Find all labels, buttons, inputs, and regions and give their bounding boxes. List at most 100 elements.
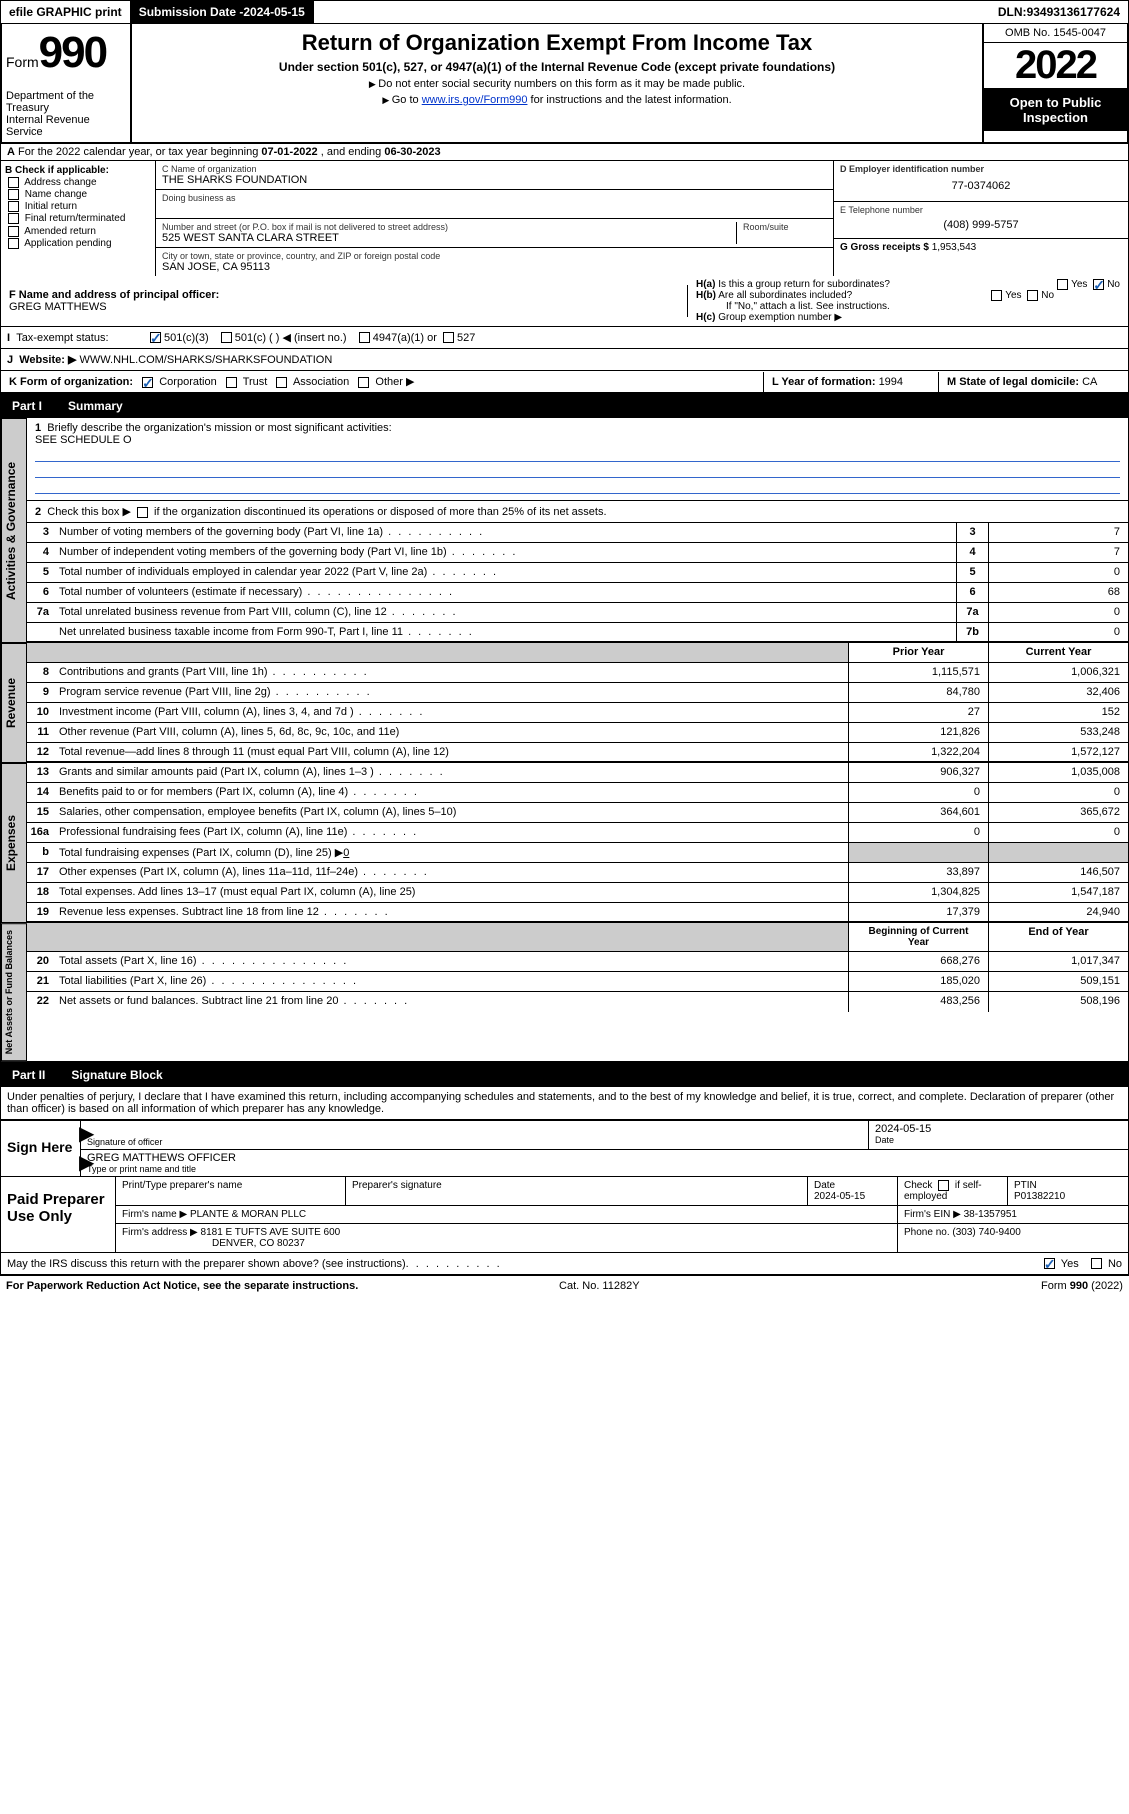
line-11: 11 Other revenue (Part VIII, column (A),… bbox=[27, 723, 1128, 743]
line-7b: Net unrelated business taxable income fr… bbox=[27, 623, 1128, 643]
check-501c[interactable] bbox=[221, 332, 232, 343]
form-subtitle: Under section 501(c), 527, or 4947(a)(1)… bbox=[142, 60, 972, 74]
form-note-1: Do not enter social security numbers on … bbox=[142, 78, 972, 90]
sign-here-block: Sign Here ▶ Signature of officer 2024-05… bbox=[0, 1119, 1129, 1253]
officer-name-label: Type or print name and title bbox=[87, 1164, 1122, 1174]
footer-right: Form 990 (2022) bbox=[1041, 1280, 1123, 1292]
row-a-taxyear: A For the 2022 calendar year, or tax yea… bbox=[0, 144, 1129, 161]
firm-name: PLANTE & MORAN PLLC bbox=[190, 1209, 306, 1220]
city-label: City or town, state or province, country… bbox=[162, 251, 827, 261]
line-2: 2 Check this box ▶ if the organization d… bbox=[27, 501, 1128, 523]
box-b-label: B Check if applicable: bbox=[5, 165, 151, 176]
gross-receipts-value: 1,953,543 bbox=[932, 242, 977, 253]
line-6: 6 Total number of volunteers (estimate i… bbox=[27, 583, 1128, 603]
part-ii-header: Part II Signature Block bbox=[0, 1063, 1129, 1087]
department-label: Department of the Treasury Internal Reve… bbox=[6, 90, 126, 138]
city-value: SAN JOSE, CA 95113 bbox=[162, 261, 827, 273]
revenue-header: Prior Year Current Year bbox=[27, 643, 1128, 663]
room-label: Room/suite bbox=[743, 222, 827, 232]
dln-cell: DLN: 93493136177624 bbox=[990, 1, 1128, 23]
check-address-change[interactable]: Address change bbox=[5, 177, 151, 188]
line-20: 20 Total assets (Part X, line 16) 668,27… bbox=[27, 952, 1128, 972]
box-c: C Name of organization THE SHARKS FOUNDA… bbox=[156, 161, 833, 276]
firm-address-1: 8181 E TUFTS AVE SUITE 600 bbox=[201, 1227, 341, 1238]
line-5: 5 Total number of individuals employed i… bbox=[27, 563, 1128, 583]
sign-here-label: Sign Here bbox=[1, 1121, 81, 1176]
header-mid: Return of Organization Exempt From Incom… bbox=[132, 24, 982, 142]
vtab-revenue: Revenue bbox=[1, 643, 27, 763]
arrow-icon: ▶ bbox=[79, 1150, 94, 1175]
line-21: 21 Total liabilities (Part X, line 26) 1… bbox=[27, 972, 1128, 992]
line-16a: 16a Professional fundraising fees (Part … bbox=[27, 823, 1128, 843]
line-12: 12 Total revenue—add lines 8 through 11 … bbox=[27, 743, 1128, 763]
line-1: 1 Briefly describe the organization's mi… bbox=[27, 418, 1128, 501]
firm-ein: 38-1357951 bbox=[964, 1209, 1017, 1220]
check-amended-return[interactable]: Amended return bbox=[5, 226, 151, 237]
line-3: 3 Number of voting members of the govern… bbox=[27, 523, 1128, 543]
check-4947[interactable] bbox=[359, 332, 370, 343]
row-klm: K Form of organization: Corporation Trus… bbox=[0, 371, 1129, 394]
org-name: THE SHARKS FOUNDATION bbox=[162, 174, 827, 186]
line-15: 15 Salaries, other compensation, employe… bbox=[27, 803, 1128, 823]
identity-block: B Check if applicable: Address change Na… bbox=[0, 161, 1129, 276]
signature-label: Signature of officer bbox=[87, 1137, 862, 1147]
row-fh: F Name and address of principal officer:… bbox=[0, 276, 1129, 327]
footer-cat: Cat. No. 11282Y bbox=[559, 1280, 640, 1292]
section-net-assets: Net Assets or Fund Balances Beginning of… bbox=[0, 923, 1129, 1063]
sign-date: 2024-05-15 bbox=[875, 1123, 1122, 1135]
check-527[interactable] bbox=[443, 332, 454, 343]
officer-label: F Name and address of principal officer: bbox=[9, 289, 679, 301]
header-left: Form990 Department of the Treasury Inter… bbox=[2, 24, 132, 142]
tax-year: 2022 bbox=[984, 43, 1127, 89]
ptin-value: P01382210 bbox=[1014, 1191, 1122, 1202]
h-c: H(c) Group exemption number ▶ bbox=[696, 312, 1120, 323]
row-i: I Tax-exempt status: 501(c)(3) 501(c) ( … bbox=[0, 327, 1129, 349]
box-b: B Check if applicable: Address change Na… bbox=[1, 161, 156, 276]
prep-date: 2024-05-15 bbox=[814, 1191, 891, 1202]
penalties-text: Under penalties of perjury, I declare th… bbox=[0, 1087, 1129, 1119]
form-note-2: Go to www.irs.gov/Form990 for instructio… bbox=[142, 94, 972, 106]
vtab-expenses: Expenses bbox=[1, 763, 27, 923]
part-i-header: Part I Summary bbox=[0, 394, 1129, 418]
line-22: 22 Net assets or fund balances. Subtract… bbox=[27, 992, 1128, 1012]
check-corporation[interactable] bbox=[142, 377, 153, 388]
paid-preparer-block: Paid Preparer Use Only Print/Type prepar… bbox=[1, 1177, 1128, 1252]
ptin-label: PTIN bbox=[1014, 1180, 1122, 1191]
check-discontinued[interactable] bbox=[137, 507, 148, 518]
h-note: If "No," attach a list. See instructions… bbox=[696, 301, 1120, 312]
year-formation: 1994 bbox=[879, 376, 903, 388]
line-14: 14 Benefits paid to or for members (Part… bbox=[27, 783, 1128, 803]
check-other[interactable] bbox=[358, 377, 369, 388]
firm-address-2: DENVER, CO 80237 bbox=[212, 1238, 305, 1249]
check-501c3[interactable] bbox=[150, 332, 161, 343]
dba-label: Doing business as bbox=[162, 193, 827, 203]
check-self-employed[interactable] bbox=[938, 1180, 949, 1191]
form-header: Form990 Department of the Treasury Inter… bbox=[0, 24, 1129, 144]
section-expenses: Expenses 13 Grants and similar amounts p… bbox=[0, 763, 1129, 923]
form-number: Form990 bbox=[6, 28, 126, 78]
submission-date-cell: Submission Date - 2024-05-15 bbox=[131, 1, 314, 23]
state-domicile: CA bbox=[1082, 376, 1097, 388]
line-4: 4 Number of independent voting members o… bbox=[27, 543, 1128, 563]
h-b: H(b) Are all subordinates included? Yes … bbox=[696, 290, 1120, 301]
officer-signed-name: GREG MATTHEWS OFFICER bbox=[87, 1152, 1122, 1164]
check-initial-return[interactable]: Initial return bbox=[5, 201, 151, 212]
check-application-pending[interactable]: Application pending bbox=[5, 238, 151, 249]
check-final-return[interactable]: Final return/terminated bbox=[5, 213, 151, 224]
header-right: OMB No. 1545-0047 2022 Open to Public In… bbox=[982, 24, 1127, 142]
footer-left: For Paperwork Reduction Act Notice, see … bbox=[6, 1280, 358, 1292]
check-discuss-no[interactable] bbox=[1091, 1258, 1102, 1269]
irs-link[interactable]: www.irs.gov/Form990 bbox=[422, 94, 528, 106]
omb-number: OMB No. 1545-0047 bbox=[984, 24, 1127, 43]
check-name-change[interactable]: Name change bbox=[5, 189, 151, 200]
line-13: 13 Grants and similar amounts paid (Part… bbox=[27, 763, 1128, 783]
check-trust[interactable] bbox=[226, 377, 237, 388]
prep-sig-label: Preparer's signature bbox=[352, 1180, 801, 1191]
phone-label: E Telephone number bbox=[840, 205, 1122, 215]
street-label: Number and street (or P.O. box if mail i… bbox=[162, 222, 730, 232]
street-value: 525 WEST SANTA CLARA STREET bbox=[162, 232, 730, 244]
check-association[interactable] bbox=[276, 377, 287, 388]
check-discuss-yes[interactable] bbox=[1044, 1258, 1055, 1269]
section-governance: Activities & Governance 1 Briefly descri… bbox=[0, 418, 1129, 643]
row-j: J Website: ▶ WWW.NHL.COM/SHARKS/SHARKSFO… bbox=[0, 349, 1129, 371]
